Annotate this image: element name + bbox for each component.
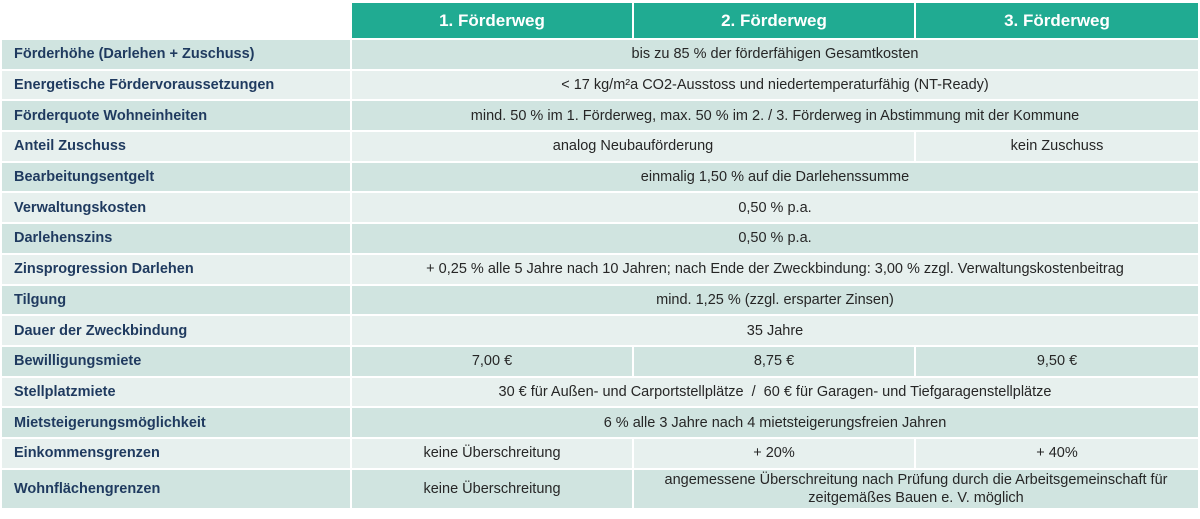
table-row: Anteil Zuschuss analog Neubauförderung kei…: [2, 132, 1198, 161]
cell: analog Neubauförderung: [352, 132, 914, 161]
row-label: Zinsprogression Darlehen: [2, 254, 350, 284]
cell: < 17 kg/m²a CO2-Ausstoss und niedertempe…: [352, 70, 1198, 100]
cell: 0,50 % p.a.: [352, 193, 1198, 223]
row-label: Darlehenszins: [2, 224, 350, 253]
cell: 0,50 % p.a.: [352, 224, 1198, 253]
column-header: 1. Förderweg: [352, 3, 632, 38]
cell: keine Überschreitung: [352, 438, 632, 468]
row-label: Tilgung: [2, 285, 350, 315]
table-row: Bearbeitungsentgelt einmalig 1,50 % auf d…: [2, 162, 1198, 192]
row-label: Energetische Fördervoraussetzungen: [2, 70, 350, 100]
cell: 9,50 €: [916, 346, 1198, 376]
header-row: 1. Förderweg 2. Förderweg 3. Förderweg: [2, 3, 1198, 38]
cell: + 20%: [634, 438, 914, 468]
row-label: Mietsteigerungsmöglichkeit: [2, 408, 350, 437]
row-label: Förderhöhe (Darlehen + Zuschuss): [2, 40, 350, 69]
row-label: Einkommensgrenzen: [2, 438, 350, 468]
column-header: 3. Förderweg: [916, 3, 1198, 38]
table-row: Wohnflächengrenzen keine Überschreitung an…: [2, 469, 1198, 508]
cell: einmalig 1,50 % auf die Darlehenssumme: [352, 162, 1198, 192]
row-label: Stellplatzmiete: [2, 377, 350, 407]
cell: 30 € für Außen- und Carportstellplätze /…: [352, 377, 1198, 407]
corner: [2, 3, 350, 38]
column-header: 2. Förderweg: [634, 3, 914, 38]
cell: bis zu 85 % der förderfähigen Gesamtkost…: [352, 40, 1198, 69]
cell: angemessene Überschreitung nach Prüfung …: [634, 469, 1198, 508]
cell: keine Überschreitung: [352, 469, 632, 508]
table-row: Mietsteigerungsmöglichkeit 6 % alle 3 Jah…: [2, 408, 1198, 437]
table-row: Stellplatzmiete 30 € für Außen- und Carpo…: [2, 377, 1198, 407]
row-label: Bewilligungsmiete: [2, 346, 350, 376]
table-row: Darlehenszins 0,50 % p.a.: [2, 224, 1198, 253]
table-row: Verwaltungskosten 0,50 % p.a.: [2, 193, 1198, 223]
cell: + 40%: [916, 438, 1198, 468]
cell: 6 % alle 3 Jahre nach 4 mietsteigerungsf…: [352, 408, 1198, 437]
cell: 7,00 €: [352, 346, 632, 376]
row-label: Dauer der Zweckbindung: [2, 316, 350, 345]
row-label: Bearbeitungsentgelt: [2, 162, 350, 192]
row-label: Wohnflächengrenzen: [2, 469, 350, 508]
row-label: Verwaltungskosten: [2, 193, 350, 223]
table-row: Förderhöhe (Darlehen + Zuschuss) bis zu 8…: [2, 40, 1198, 69]
table-row: Bewilligungsmiete 7,00 €8,75 €9,50 €: [2, 346, 1198, 376]
cell: mind. 50 % im 1. Förderweg, max. 50 % im…: [352, 101, 1198, 131]
row-label: Förderquote Wohneinheiten: [2, 101, 350, 131]
table-row: Förderquote Wohneinheiten mind. 50 % im 1…: [2, 101, 1198, 131]
cell: mind. 1,25 % (zzgl. ersparter Zinsen): [352, 285, 1198, 315]
cell: kein Zuschuss: [916, 132, 1198, 161]
row-label: Anteil Zuschuss: [2, 132, 350, 161]
table-body: Förderhöhe (Darlehen + Zuschuss) bis zu 8…: [2, 40, 1198, 508]
table-row: Energetische Fördervoraussetzungen < 17 k…: [2, 70, 1198, 100]
table-row: Zinsprogression Darlehen + 0,25 % alle 5 …: [2, 254, 1198, 284]
cell: 35 Jahre: [352, 316, 1198, 345]
table-row: Dauer der Zweckbindung 35 Jahre: [2, 316, 1198, 345]
table-row: Einkommensgrenzen keine Überschreitung + 2…: [2, 438, 1198, 468]
cell: + 0,25 % alle 5 Jahre nach 10 Jahren; na…: [352, 254, 1198, 284]
table-row: Tilgung mind. 1,25 % (zzgl. ersparter Zin…: [2, 285, 1198, 315]
cell: 8,75 €: [634, 346, 914, 376]
